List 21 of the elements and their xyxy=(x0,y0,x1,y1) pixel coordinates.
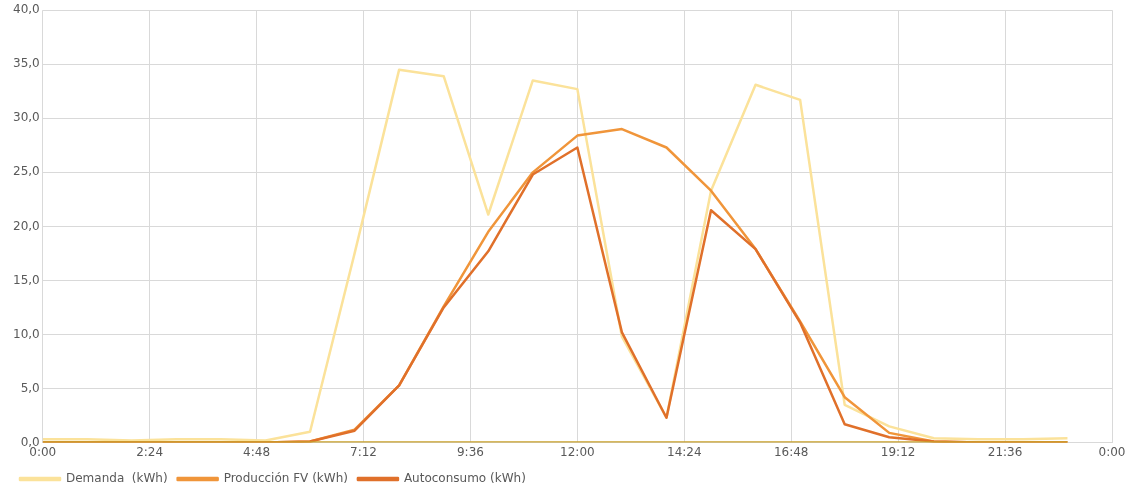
legend-label: Producción FV (kWh) xyxy=(223,471,348,486)
y-tick-label: 35,0 xyxy=(13,56,40,71)
x-tick-label: 14:24 xyxy=(666,444,702,459)
x-tick-label: 4:48 xyxy=(243,444,271,459)
x-tick-label: 12:00 xyxy=(560,444,595,459)
y-tick-label: 5,0 xyxy=(20,380,40,395)
x-tick-label: 0:00 xyxy=(1098,444,1126,459)
x-tick-label: 21:36 xyxy=(987,444,1023,459)
legend-label: Demanda (kWh) xyxy=(66,471,168,486)
x-tick-label: 2:24 xyxy=(136,444,164,459)
x-tick-label: 16:48 xyxy=(773,444,809,459)
y-tick-label: 15,0 xyxy=(13,272,40,287)
y-tick-label: 25,0 xyxy=(13,164,40,179)
x-tick-label: 19:12 xyxy=(880,444,916,459)
y-tick-label: 10,0 xyxy=(13,326,40,341)
y-tick-label: 20,0 xyxy=(13,218,40,233)
x-tick-label: 9:36 xyxy=(456,444,484,459)
x-tick-label: 7:12 xyxy=(350,444,377,459)
y-tick-label: 30,0 xyxy=(13,110,40,125)
y-tick-label: 40,0 xyxy=(13,2,40,17)
legend-label: Autoconsumo (kWh) xyxy=(403,471,526,486)
